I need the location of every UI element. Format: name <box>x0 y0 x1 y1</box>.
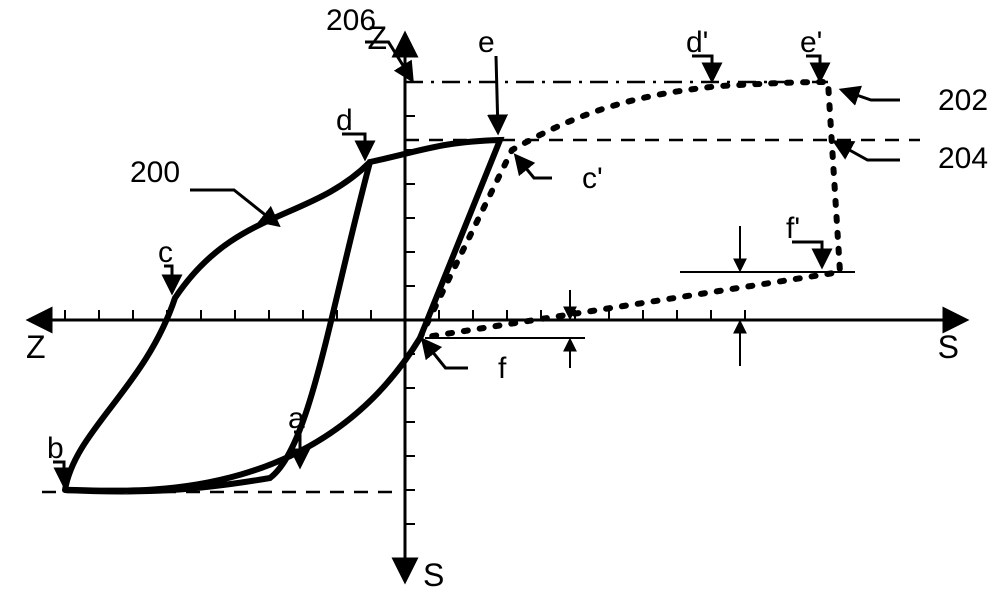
axis-label-s-bot: S <box>423 557 444 593</box>
axis-label-z-left: Z <box>26 329 46 365</box>
label-e: e <box>478 26 495 59</box>
label-d: d <box>336 104 353 137</box>
label-f_p: f' <box>786 212 800 245</box>
curve-200 <box>65 140 500 492</box>
label-a: a <box>288 402 305 435</box>
callouts: 200202204206abcdefc'd'e'f' <box>47 4 988 485</box>
axis-label-s-right: S <box>938 329 959 365</box>
label-f: f <box>498 352 507 385</box>
label-e_p: e' <box>800 26 822 59</box>
label-c: c <box>158 236 173 269</box>
axis-label-z-top: Z <box>367 20 387 56</box>
label-b: b <box>47 432 64 465</box>
diagram-canvas: 200202204206abcdefc'd'e'f' Z S Z S <box>0 0 1000 612</box>
dimension-gap <box>425 226 855 368</box>
curve-202 <box>420 82 840 338</box>
label-204: 204 <box>938 142 988 175</box>
label-c_p: c' <box>582 162 603 195</box>
label-202: 202 <box>938 84 988 117</box>
curves <box>65 82 840 492</box>
label-d_p: d' <box>686 26 708 59</box>
label-200: 200 <box>130 156 180 189</box>
